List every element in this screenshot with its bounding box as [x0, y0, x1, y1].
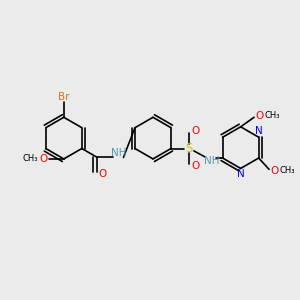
Text: O: O	[191, 161, 200, 171]
Text: O: O	[255, 111, 263, 121]
Text: O: O	[40, 154, 48, 164]
Text: N: N	[237, 169, 245, 179]
Text: O: O	[98, 169, 107, 179]
Text: N: N	[255, 126, 263, 136]
Text: Br: Br	[58, 92, 70, 102]
Text: CH₃: CH₃	[23, 154, 38, 164]
Text: NH: NH	[204, 156, 219, 166]
Text: CH₃: CH₃	[280, 166, 295, 175]
Text: CH₃: CH₃	[265, 111, 280, 120]
Text: S: S	[186, 142, 193, 155]
Text: O: O	[191, 126, 200, 136]
Text: O: O	[270, 166, 278, 176]
Text: NH: NH	[111, 148, 127, 158]
